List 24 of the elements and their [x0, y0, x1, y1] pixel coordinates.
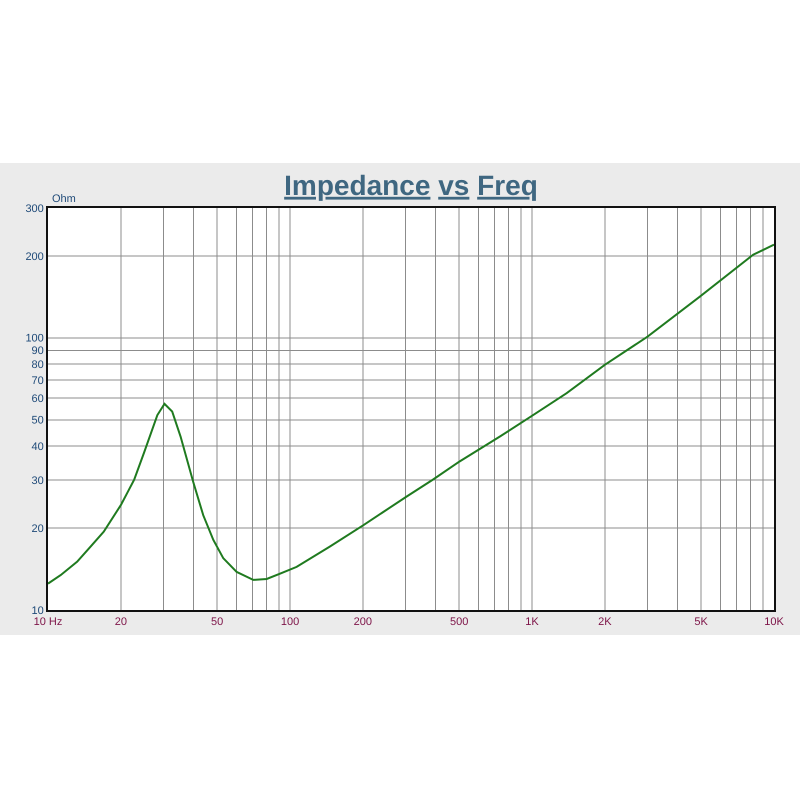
x-tick-label: 500 — [450, 616, 468, 628]
x-tick-label: 2K — [598, 616, 612, 628]
y-tick-label: 100 — [25, 332, 44, 345]
x-tick-label: 20 — [114, 616, 127, 628]
y-tick-label: 90 — [32, 345, 44, 358]
y-tick-label: 200 — [25, 250, 44, 263]
x-tick-label: 5K — [694, 616, 709, 628]
x-tick-label: 10K — [764, 616, 784, 628]
y-tick-label: 60 — [32, 393, 44, 406]
y-axis-title: Ohm — [52, 193, 76, 205]
x-tick-label: 1K — [525, 616, 540, 628]
y-tick-label: 40 — [32, 441, 44, 453]
chart-title: Impedance vs Freq — [284, 170, 538, 201]
y-tick-label: 70 — [32, 374, 44, 387]
x-tick-label: 200 — [354, 616, 372, 628]
y-tick-label: 50 — [32, 414, 44, 427]
y-tick-label: 10 — [32, 604, 44, 617]
y-tick-label: 300 — [25, 202, 44, 215]
y-tick-label: 80 — [32, 359, 44, 372]
y-tick-label: 20 — [32, 522, 44, 535]
x-tick-label: 50 — [211, 616, 224, 628]
x-tick-label: 10 Hz — [34, 616, 62, 628]
y-tick-label: 30 — [32, 475, 44, 487]
x-tick-label: 100 — [280, 616, 300, 628]
